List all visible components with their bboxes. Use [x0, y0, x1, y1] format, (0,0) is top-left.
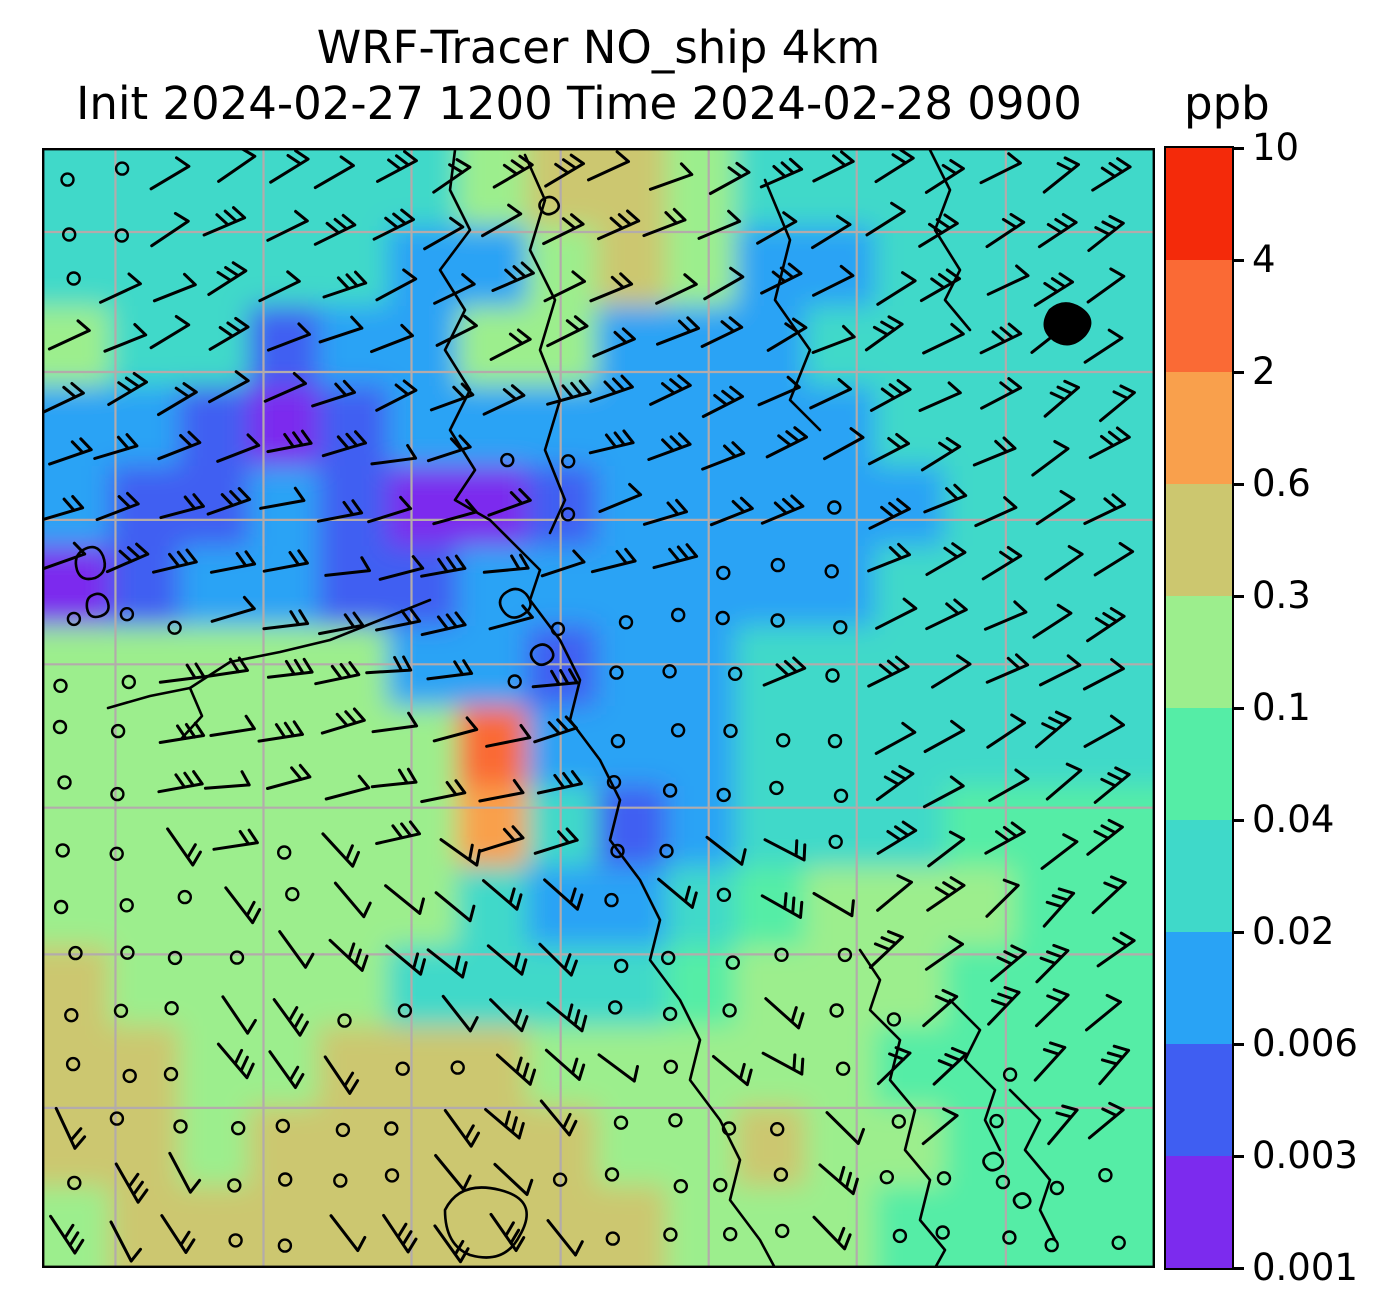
colorbar-tick-label: 0.006: [1252, 1022, 1358, 1065]
colorbar-tick-label: 0.6: [1252, 462, 1311, 505]
colorbar-segment: [1166, 260, 1232, 372]
map-plot-svg: [42, 148, 1155, 1268]
colorbar-segment: [1166, 1156, 1232, 1268]
colorbar-unit-label: ppb: [1184, 77, 1270, 130]
map-plot: [42, 148, 1155, 1268]
colorbar-tick-label: 0.001: [1252, 1246, 1358, 1289]
colorbar-segment: [1166, 484, 1232, 596]
colorbar-segment: [1166, 1044, 1232, 1156]
colorbar-segment: [1166, 596, 1232, 708]
colorbar-tick-label: 0.3: [1252, 574, 1311, 617]
colorbar-tick-label: 4: [1252, 238, 1276, 281]
colorbar: [1164, 146, 1234, 1270]
colorbar-segment: [1166, 820, 1232, 932]
colorbar-tick-label: 0.04: [1252, 798, 1335, 841]
colorbar-segment: [1166, 932, 1232, 1044]
colorbar-tick-label: 0.1: [1252, 686, 1311, 729]
colorbar-segment: [1166, 708, 1232, 820]
colorbar-segment: [1166, 372, 1232, 484]
plot-title: WRF-Tracer NO_ship 4km: [316, 21, 881, 74]
plot-subtitle: Init 2024-02-27 1200 Time 2024-02-28 090…: [76, 77, 1082, 130]
colorbar-tick-label: 2: [1252, 350, 1276, 393]
colorbar-segment: [1166, 148, 1232, 260]
colorbar-tick-label: 0.003: [1252, 1134, 1358, 1177]
colorbar-tick-label: 10: [1252, 126, 1300, 169]
colorbar-ticks: 10 4 2 0.6 0.3 0.1 0.04 0.02 0.006 0.003 0.001: [1232, 0, 1400, 1313]
colorbar-tick-label: 0.02: [1252, 910, 1335, 953]
